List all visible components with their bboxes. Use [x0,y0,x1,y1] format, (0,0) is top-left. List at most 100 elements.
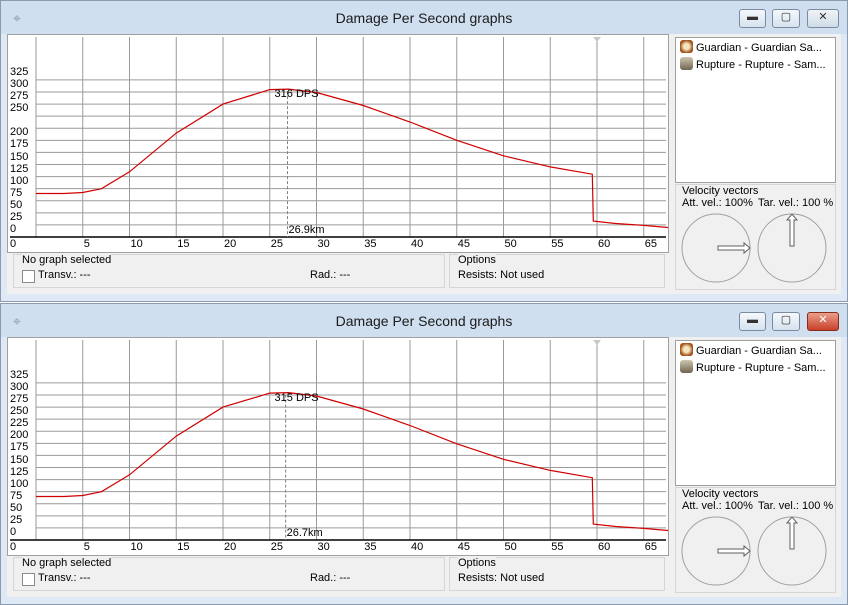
y-tick-label: 225 [10,417,29,430]
x-tick-label: 35 [364,238,377,250]
attacker-velocity-label: Att. vel.: 100% [682,500,753,512]
target-velocity-label: Tar. vel.: 100 % [758,197,834,209]
graph-selection-label: No graph selected [22,557,112,569]
rupture-ship-icon [680,57,693,70]
y-tick-label: 75 [10,489,23,502]
graph-selection-group: No graph selected Transv.: --- Rad.: --- [13,557,445,591]
transversal-label: Transv.: --- [38,572,91,584]
dps-plot[interactable] [8,35,668,252]
y-tick-label: 200 [10,429,29,442]
y-tick-label: 250 [10,405,29,418]
y-tick-label: 250 [10,102,29,115]
transversal-checkbox[interactable] [22,573,35,586]
options-label: Options [458,557,496,569]
list-item[interactable]: Guardian - Guardian Sa... [680,343,833,359]
rupture-ship-icon [680,360,693,373]
x-tick-label: 55 [551,238,564,250]
x-tick-label: 15 [177,238,190,250]
y-tick-label: 275 [10,393,29,406]
fit-list[interactable]: Guardian - Guardian Sa... Rupture - Rupt… [675,340,836,486]
fit-list[interactable]: Guardian - Guardian Sa... Rupture - Rupt… [675,37,836,183]
dps-chart[interactable]: 325 300 275 250 200 175 150 125 100 75 50 25 0 0 5 10 1… [7,34,669,253]
x-tick-label: 0 [10,238,17,250]
y-tick-label: 50 [10,501,23,514]
transversal-checkbox[interactable] [22,270,35,283]
y-tick-label: 150 [10,150,29,163]
minimize-button[interactable]: ▬ [739,9,766,28]
x-tick-label: 5 [83,541,90,553]
x-tick-label: 40 [411,541,424,553]
radial-label: Rad.: --- [310,572,351,584]
y-tick-label: 150 [10,453,29,466]
app-crosshair-icon: ⌖ [13,313,21,329]
window-title: Damage Per Second graphs [335,10,513,26]
list-item-label: Guardian - Guardian Sa... [696,42,822,54]
list-item[interactable]: Guardian - Guardian Sa... [680,40,833,56]
close-button[interactable]: ✕ [807,9,839,28]
resists-label: Resists: Not used [458,572,545,584]
x-tick-label: 10 [130,541,143,553]
window-client: 325 300 275 250 200 175 150 125 100 75 50 25 0 0 5 10 1… [7,34,841,294]
minimize-button[interactable]: ▬ [739,312,766,331]
x-tick-label: 10 [130,238,143,250]
y-tick-label: 175 [10,441,29,454]
dps-plot[interactable] [8,338,668,555]
dps-window-bottom[interactable]: ⌖ Damage Per Second graphs ▬ ▢ ✕ 325 300 2… [0,303,848,605]
x-tick-label: 30 [317,238,330,250]
x-tick-label: 50 [504,238,517,250]
target-vector-arrow-icon[interactable] [785,516,799,550]
y-tick-label: 300 [10,381,29,393]
y-tick-label: 100 [10,174,29,187]
graph-selection-group: No graph selected Transv.: --- Rad.: --- [13,254,445,288]
options-group: Options Resists: Not used [449,254,665,288]
x-tick-label: 50 [504,541,517,553]
y-tick-label: 125 [10,162,29,175]
x-tick-label: 5 [83,238,90,250]
velocity-dials[interactable] [676,185,835,289]
list-item[interactable]: Rupture - Rupture - Sam... [680,360,833,376]
y-tick-label: 50 [10,198,23,211]
x-tick-label: 55 [551,541,564,553]
attacker-velocity-label: Att. vel.: 100% [682,197,753,209]
x-tick-label: 45 [457,541,470,553]
x-tick-label: 45 [457,238,470,250]
y-tick-label: 25 [10,513,23,526]
options-label: Options [458,254,496,266]
range-marker-icon [593,340,601,345]
x-tick-label: 25 [270,541,283,553]
maximize-button[interactable]: ▢ [772,9,800,28]
target-vector-arrow-icon[interactable] [785,213,799,247]
y-tick-label: 75 [10,186,23,199]
y-tick-label: 125 [10,465,29,478]
options-group: Options Resists: Not used [449,557,665,591]
target-velocity-label: Tar. vel.: 100 % [758,500,834,512]
title-bar[interactable]: ⌖ Damage Per Second graphs ▬ ▢ ✕ [1,304,847,337]
close-button[interactable]: ✕ [807,312,839,331]
maximize-button[interactable]: ▢ [772,312,800,331]
guardian-ship-icon [680,343,693,356]
x-tick-label: 40 [411,238,424,250]
list-item-label: Guardian - Guardian Sa... [696,345,822,357]
velocity-dials[interactable] [676,488,835,592]
x-tick-label: 15 [177,541,190,553]
x-tick-label: 65 [644,541,657,553]
y-tick-label: 275 [10,90,29,103]
dps-series-line [36,88,668,229]
x-tick-label: 0 [10,541,17,553]
y-tick-label: 300 [10,78,29,90]
graph-selection-label: No graph selected [22,254,112,266]
attacker-vector-arrow-icon[interactable] [717,544,751,558]
range-marker-icon [593,37,601,42]
y-tick-label: 325 [10,65,29,78]
title-bar[interactable]: ⌖ Damage Per Second graphs ▬ ▢ ✕ [1,1,847,34]
y-tick-label: 200 [10,126,29,139]
velocity-vectors-title: Velocity vectors [682,185,759,197]
list-item[interactable]: Rupture - Rupture - Sam... [680,57,833,73]
dps-window-top[interactable]: ⌖ Damage Per Second graphs ▬ ▢ ✕ 325 300 2… [0,0,848,302]
attacker-vector-arrow-icon[interactable] [717,241,751,255]
y-tick-label: 0 [10,223,17,235]
peak-dps-label: 316 DPS [274,88,319,101]
dps-series-line [36,391,668,532]
